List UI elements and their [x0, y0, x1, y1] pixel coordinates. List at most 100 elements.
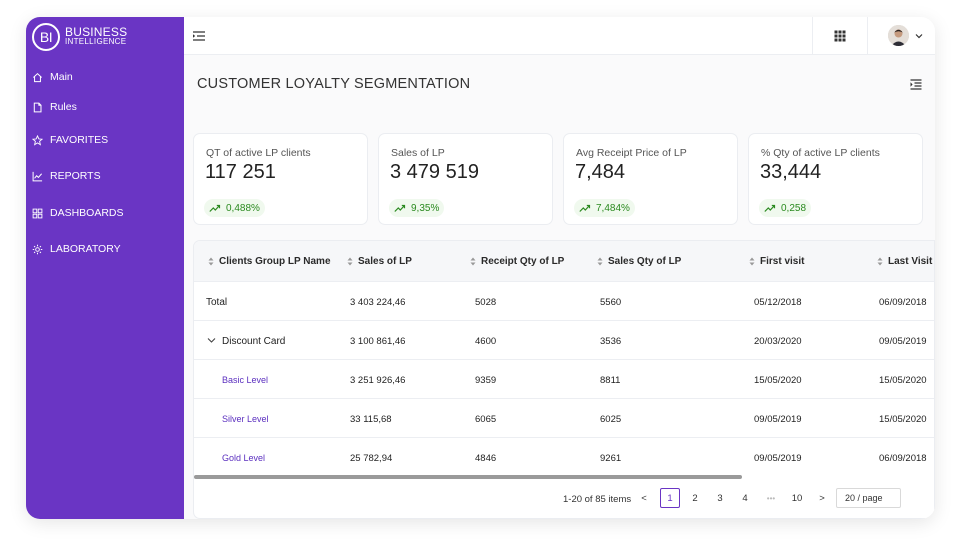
list-menu-icon[interactable]	[910, 78, 922, 90]
kpi-value: 3 479 519	[390, 161, 479, 183]
sidebar-item-rules[interactable]: Rules	[32, 101, 77, 113]
gear-icon	[32, 244, 43, 254]
kpi-value: 117 251	[205, 161, 276, 183]
pagination-ellipsis[interactable]: •••	[766, 493, 776, 503]
pagination-prev[interactable]: <	[641, 492, 647, 504]
cell-sales-qty: 5560	[600, 297, 622, 308]
logo-mark: BI	[32, 23, 60, 51]
cell-receipt-qty: 4846	[475, 453, 497, 464]
pagination-page-10[interactable]: 10	[791, 492, 803, 504]
trend-up-icon	[394, 204, 406, 212]
kpi-change-value: 0,488%	[226, 202, 260, 214]
cell-last-visit: 15/05/2020	[879, 375, 927, 386]
kpi-change-value: 0,258	[781, 202, 807, 214]
column-header-last-visit[interactable]: Last Visit	[877, 256, 932, 267]
user-menu[interactable]	[888, 25, 924, 46]
pagination-next[interactable]: >	[819, 492, 825, 504]
table-row[interactable]: Silver Level 33 115,68 6065 6025 09/05/2…	[194, 399, 934, 438]
kpi-change-badge: 7,484%	[574, 199, 635, 217]
kpi-card-avg-receipt: Avg Receipt Price of LP 7,484 7,484%	[563, 133, 738, 225]
kpi-value: 33,444	[760, 161, 822, 183]
page-size-select[interactable]: 20 / page	[836, 488, 901, 508]
cell-group-link[interactable]: Gold Level	[222, 453, 266, 463]
brand-line-1: BUSINESS	[65, 25, 128, 39]
cell-last-visit: 06/09/2018	[879, 297, 927, 308]
sort-icon	[208, 257, 214, 266]
table-header: Clients Group LP Name Sales of LP Receip…	[194, 241, 934, 282]
line-chart-icon	[32, 171, 43, 181]
table-row[interactable]: Basic Level 3 251 926,46 9359 8811 15/05…	[194, 360, 934, 399]
kpi-label: QT of active LP clients	[206, 147, 311, 159]
apps-grid-icon	[834, 30, 846, 42]
column-header-group-name[interactable]: Clients Group LP Name	[208, 256, 331, 267]
sort-icon	[597, 257, 603, 266]
sidebar-item-main[interactable]: Main	[32, 71, 73, 83]
brand-logo[interactable]: BI BUSINESS INTELLIGENCE	[32, 23, 127, 51]
cell-sales: 3 251 926,46	[350, 375, 406, 386]
trend-up-icon	[209, 204, 221, 212]
column-header-receipt-qty[interactable]: Receipt Qty of LP	[470, 256, 564, 267]
kpi-change-value: 9,35%	[411, 202, 440, 214]
pagination-page-2[interactable]: 2	[692, 492, 698, 504]
cell-sales-qty: 8811	[600, 375, 621, 386]
cell-sales-qty: 3536	[600, 336, 622, 347]
kpi-label: Avg Receipt Price of LP	[576, 147, 687, 159]
cell-last-visit: 06/09/2018	[879, 453, 927, 464]
home-icon	[33, 72, 42, 82]
sidebar-item-reports[interactable]: REPORTS	[32, 170, 101, 182]
data-table: Clients Group LP Name Sales of LP Receip…	[193, 240, 935, 519]
table-row[interactable]: Discount Card 3 100 861,46 4600 3536 20/…	[194, 321, 934, 360]
chevron-down-icon	[915, 33, 923, 38]
pagination-page-1[interactable]: 1	[660, 488, 680, 508]
brand-line-2: INTELLIGENCE	[65, 37, 127, 46]
cell-group-name: Discount Card	[222, 336, 286, 347]
sort-icon	[347, 257, 353, 266]
dashboard-grid-icon	[32, 208, 43, 218]
page-title: CUSTOMER LOYALTY SEGMENTATION	[197, 76, 471, 92]
kpi-card-qty-active-clients: % Qty of active LP clients 33,444 0,258	[748, 133, 923, 225]
cell-last-visit: 15/05/2020	[879, 414, 927, 425]
cell-sales: 33 115,68	[350, 414, 392, 425]
kpi-change-badge: 9,35%	[389, 199, 445, 217]
cell-sales: 3 100 861,46	[350, 336, 406, 347]
column-header-sales-qty[interactable]: Sales Qty of LP	[597, 256, 681, 267]
apps-grid-button[interactable]	[812, 17, 868, 55]
cell-group-name: Total	[206, 297, 228, 308]
top-bar	[184, 17, 935, 55]
expand-chevron-icon[interactable]	[207, 337, 216, 344]
kpi-label: % Qty of active LP clients	[761, 147, 880, 159]
column-header-sales[interactable]: Sales of LP	[347, 256, 412, 267]
cell-sales-qty: 9261	[600, 453, 622, 464]
cell-last-visit: 09/05/2019	[879, 336, 927, 347]
cell-first-visit: 20/03/2020	[754, 336, 802, 347]
cell-sales-qty: 6025	[600, 414, 622, 425]
cell-receipt-qty: 5028	[475, 297, 497, 308]
column-header-first-visit[interactable]: First visit	[749, 256, 804, 267]
cell-first-visit: 09/05/2019	[754, 414, 802, 425]
cell-receipt-qty: 9359	[475, 375, 497, 386]
table-row[interactable]: Total 3 403 224,46 5028 5560 05/12/2018 …	[194, 282, 934, 321]
star-icon	[32, 134, 43, 146]
document-icon	[33, 102, 42, 112]
cell-receipt-qty: 4600	[475, 336, 497, 347]
cell-sales: 3 403 224,46	[350, 297, 406, 308]
pagination-page-3[interactable]: 3	[717, 492, 723, 504]
table-row[interactable]: Gold Level 25 782,94 4846 9261 09/05/201…	[194, 438, 934, 477]
kpi-label: Sales of LP	[391, 147, 445, 159]
horizontal-scrollbar[interactable]	[194, 475, 742, 479]
cell-group-link[interactable]: Silver Level	[222, 414, 269, 424]
pagination-page-4[interactable]: 4	[742, 492, 748, 504]
menu-collapse-icon[interactable]	[192, 29, 206, 43]
app-window: BI BUSINESS INTELLIGENCE Main Rules FAVO…	[26, 17, 935, 519]
sidebar-item-favorites[interactable]: FAVORITES	[32, 134, 108, 146]
sidebar-item-laboratory[interactable]: LABORATORY	[32, 243, 121, 255]
user-avatar-icon	[888, 25, 909, 46]
cell-group-link[interactable]: Basic Level	[222, 375, 269, 385]
kpi-card-sales: Sales of LP 3 479 519 9,35%	[378, 133, 553, 225]
trend-up-icon	[764, 204, 776, 212]
sort-icon	[749, 257, 755, 266]
sidebar-item-dashboards[interactable]: DASHBOARDS	[32, 207, 124, 219]
sidebar: BI BUSINESS INTELLIGENCE Main Rules FAVO…	[26, 17, 184, 519]
kpi-change-badge: 0,488%	[204, 199, 265, 217]
avatar	[888, 25, 909, 46]
